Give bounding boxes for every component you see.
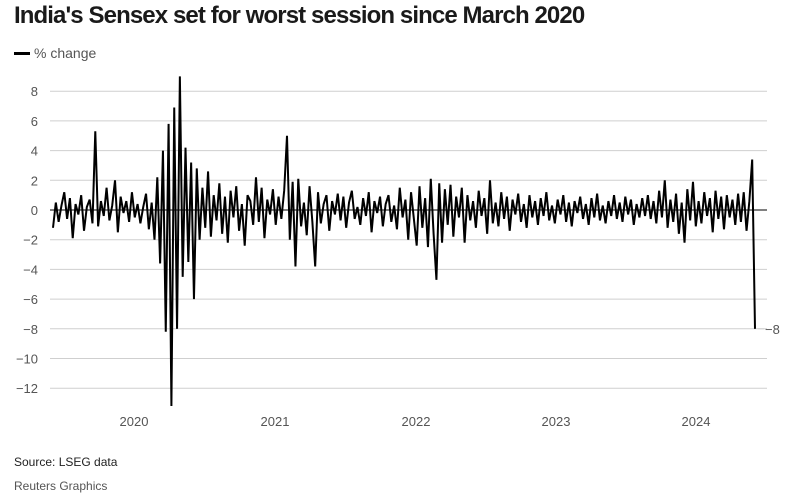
y-tick-label: −10	[16, 352, 38, 367]
x-tick-label: 2020	[120, 414, 149, 429]
chart-title: India's Sensex set for worst session sin…	[14, 2, 585, 29]
x-tick-label: 2022	[402, 414, 431, 429]
end-value-label: −8	[765, 322, 780, 337]
x-tick-label: 2024	[682, 414, 711, 429]
y-tick-label: −4	[23, 262, 38, 277]
y-tick-label: 6	[31, 114, 38, 129]
y-tick-label: −12	[16, 381, 38, 396]
legend-label: % change	[34, 45, 97, 61]
credit-note: Reuters Graphics	[14, 479, 108, 493]
y-tick-label: −2	[23, 233, 38, 248]
y-tick-label: 2	[31, 173, 38, 188]
x-tick-label: 2023	[542, 414, 571, 429]
y-tick-label: 4	[31, 144, 38, 159]
y-tick-label: 8	[31, 84, 38, 99]
source-note: Source: LSEG data	[14, 455, 118, 469]
legend: % change	[14, 45, 96, 61]
series-line-pct-change	[52, 76, 756, 407]
x-tick-label: 2021	[261, 414, 290, 429]
legend-swatch	[14, 51, 30, 55]
y-tick-label: 0	[31, 203, 38, 218]
y-tick-label: −6	[23, 292, 38, 307]
y-tick-label: −8	[23, 322, 38, 337]
